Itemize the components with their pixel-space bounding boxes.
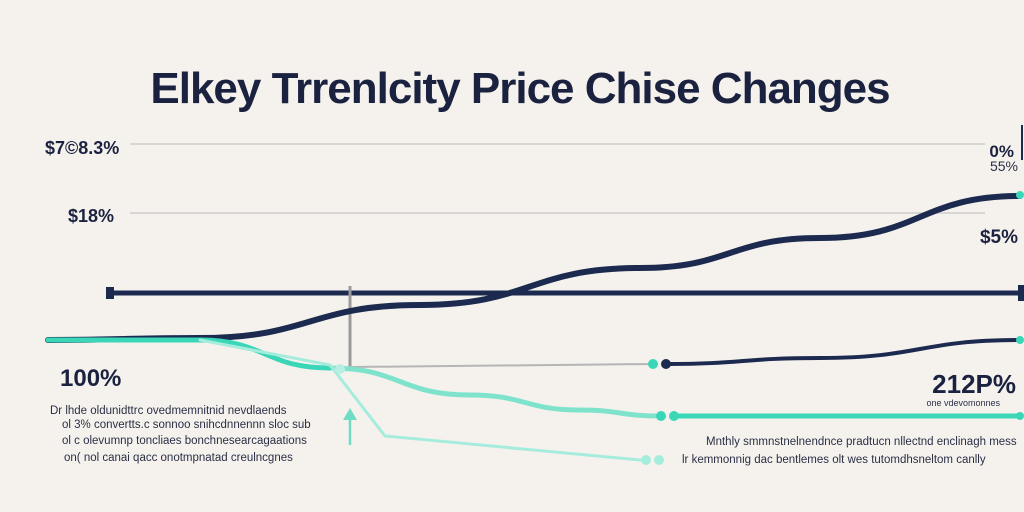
- annotation-left-line: Dr lhde oldunidttrc ovedmemnitnid nevdla…: [50, 405, 287, 417]
- series-line-teal-falling: [327, 365, 663, 419]
- left-label-mid: $18%: [68, 206, 114, 226]
- baseline-start-cap: [106, 287, 114, 299]
- annotation-left-line: ol c olevumnp toncliaes bonchnesearcagaa…: [62, 435, 307, 447]
- data-point: [1016, 191, 1024, 199]
- annotation-right-line: lr kemmonnig dac bentlemes olt wes tutom…: [682, 454, 986, 466]
- baseline-end-cap: [1018, 285, 1024, 301]
- data-point: [654, 455, 664, 465]
- data-point: [1016, 336, 1024, 344]
- right-label-low: 212P%: [932, 369, 1016, 399]
- right-label-top-b: 55%: [990, 158, 1018, 174]
- series-line-teal-lower: [198, 338, 642, 462]
- data-point: [1016, 412, 1024, 420]
- series-line-navy-rising: [45, 193, 1023, 343]
- series-line-teal: [45, 337, 333, 371]
- chart-title: Elkey Trrenlcity Price Chise Changes: [150, 64, 889, 113]
- connector-line: [349, 363, 656, 368]
- annotation-right-line: Mnthly smmnstnelnendnce pradtucn nllectn…: [706, 436, 1017, 448]
- data-point: [669, 411, 679, 421]
- right-label-top-a: 0%: [989, 142, 1014, 161]
- data-point: [661, 359, 671, 369]
- series-line-navy-right: [664, 338, 1022, 366]
- left-label-top: $7©8.3%: [45, 138, 119, 158]
- up-arrow-head: [343, 408, 357, 420]
- data-point: [656, 411, 666, 421]
- annotation-left-line: ol 3% convertts.c sonnoo snihcdnnennn sl…: [62, 419, 311, 431]
- data-point: [641, 455, 651, 465]
- right-label-mid: $5%: [980, 227, 1018, 248]
- data-point: [648, 359, 658, 369]
- left-label-low: 100%: [60, 365, 121, 392]
- annotation-left-line: on( nol canai qacc onotmpnatad creulncgn…: [64, 452, 293, 464]
- right-caption: one vdevomonnes: [926, 398, 1000, 408]
- data-point: [335, 364, 345, 374]
